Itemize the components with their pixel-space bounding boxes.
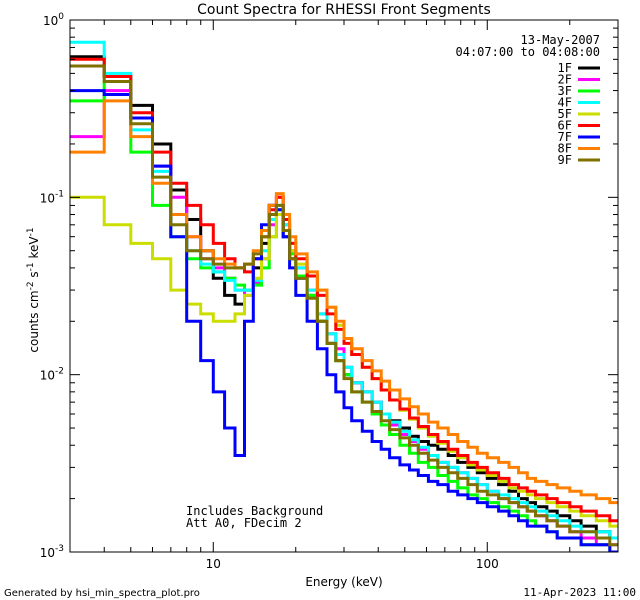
- legend-label-9F: 9F: [558, 153, 572, 167]
- y-tick-label-0: 10-3: [40, 544, 64, 560]
- hatch-line-5: [0, 20, 270, 552]
- legend-label-3F: 3F: [558, 84, 572, 98]
- axes: 10-3 10-2 10-1 100 10 100: [40, 12, 619, 571]
- series-9F: [70, 64, 618, 547]
- legend-label-2F: 2F: [558, 73, 572, 87]
- hatch-line-14: [98, 20, 630, 552]
- legend-label-6F: 6F: [558, 119, 572, 133]
- time-range-label: 04:07:00 to 04:08:00: [456, 45, 601, 59]
- legend-label-8F: 8F: [558, 142, 572, 156]
- hatch-line-13: [58, 20, 590, 552]
- series-8F: [70, 99, 618, 505]
- hatch-line-25: [538, 20, 640, 552]
- x-axis-label: Energy (keV): [305, 575, 382, 589]
- y-tick-label-3: 100: [43, 12, 64, 28]
- legend-label-5F: 5F: [558, 107, 572, 121]
- date-label: 13-May-2007: [521, 33, 600, 47]
- annotation-attenuator: Att A0, FDecim 2: [186, 516, 302, 530]
- hatch-line-6: [0, 20, 310, 552]
- footer-generated-by: Generated by hsi_min_spectra_plot.pro: [4, 588, 200, 599]
- x-tick-label-0: 10: [206, 557, 221, 571]
- series-7F: [70, 89, 618, 552]
- hatch-line-26: [578, 20, 640, 552]
- footer-timestamp: 11-Apr-2023 11:00: [523, 586, 636, 599]
- chart-title: Count Spectra for RHESSI Front Segments: [197, 2, 491, 18]
- legend-label-4F: 4F: [558, 96, 572, 110]
- legend-label-7F: 7F: [558, 130, 572, 144]
- hatch-line-8: [0, 20, 390, 552]
- y-tick-label-1: 10-2: [40, 367, 64, 383]
- legend-label-1F: 1F: [558, 61, 572, 75]
- hatch-line-7: [0, 20, 350, 552]
- y-axis-label: counts cm-2 s-1 keV-1: [26, 227, 41, 352]
- series-6F: [70, 57, 618, 523]
- x-tick-label-1: 100: [476, 557, 499, 571]
- hatch-line-9: [0, 20, 430, 552]
- hatch-line-17: [218, 20, 640, 552]
- plot-frame: [69, 19, 619, 553]
- y-tick-label-2: 10-1: [40, 189, 64, 205]
- series-group: [70, 40, 618, 552]
- annotation-background: Includes Background: [186, 504, 323, 518]
